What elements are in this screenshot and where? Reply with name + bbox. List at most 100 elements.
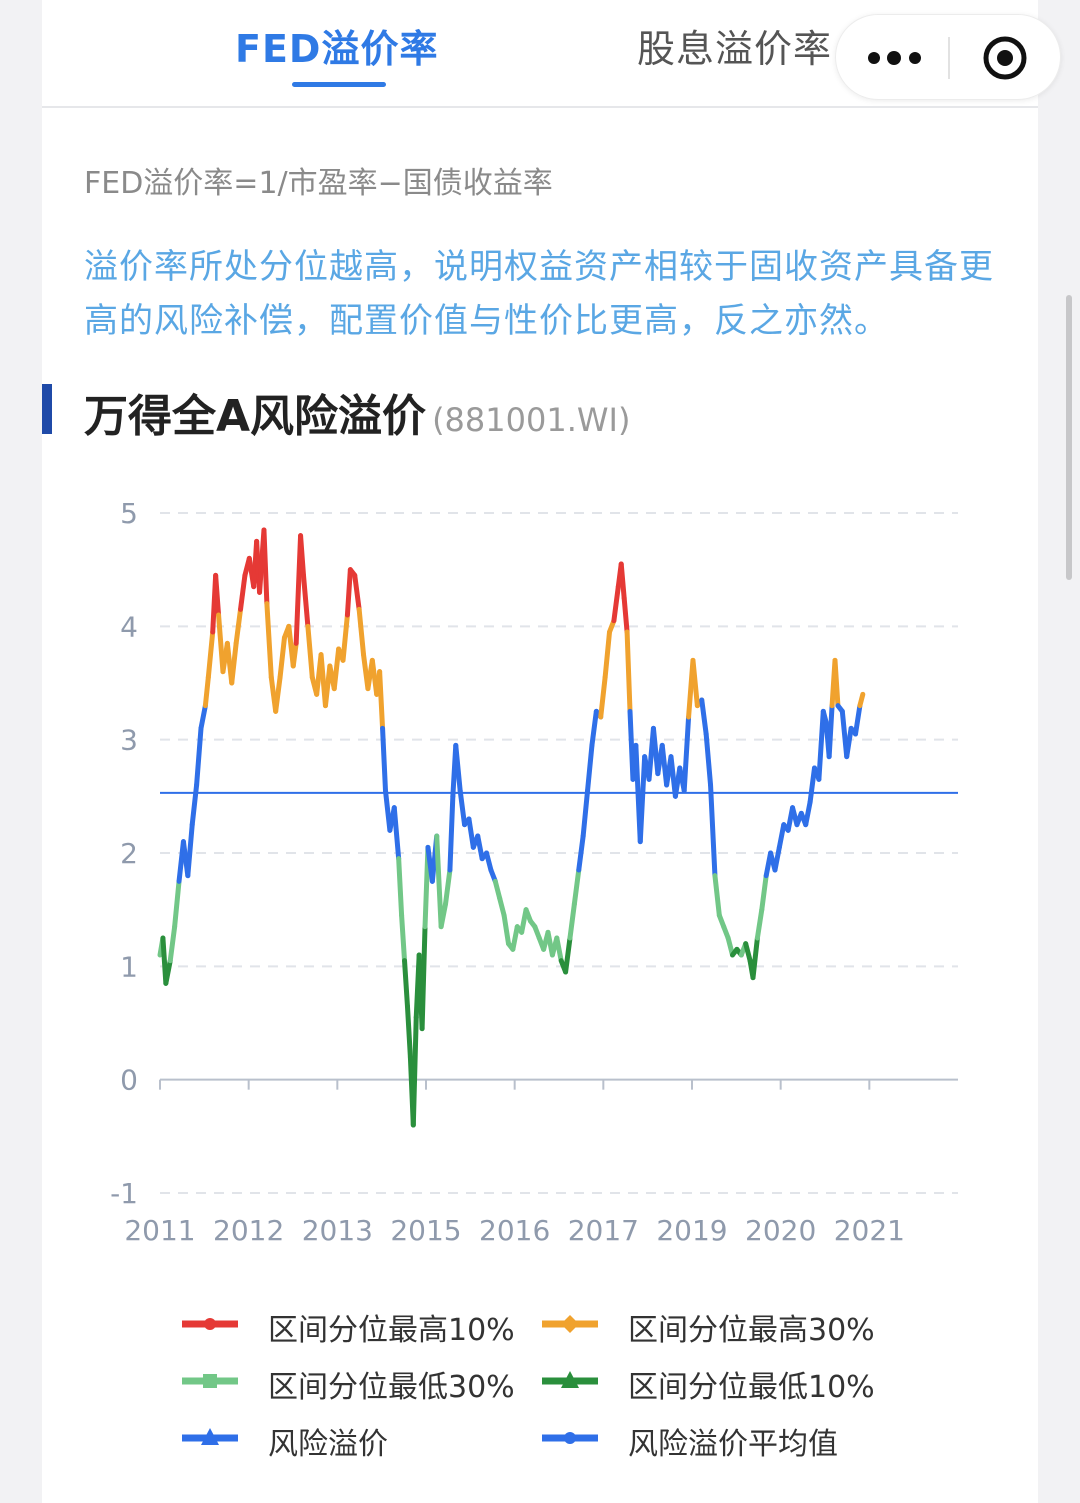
series-segment xyxy=(589,708,599,748)
y-tick-label: 5 xyxy=(120,497,138,530)
scrollbar[interactable] xyxy=(1066,295,1072,580)
series-segment xyxy=(205,629,216,680)
series-segment xyxy=(300,572,311,629)
series-segment xyxy=(344,567,353,618)
series-segment xyxy=(853,703,863,737)
formula-text: FED溢价率=1/市盈率−国债收益率 xyxy=(84,166,553,201)
legend-marker-circle-icon xyxy=(182,1318,238,1330)
series-segment xyxy=(690,657,700,709)
series-segment xyxy=(443,867,453,907)
series-segment xyxy=(356,606,367,658)
legend-marker-triangle-icon xyxy=(182,1428,238,1445)
series-segment xyxy=(844,725,854,760)
y-tick-label: 3 xyxy=(120,724,138,757)
series-segment xyxy=(391,805,402,862)
series-segment xyxy=(754,907,765,941)
series-segment xyxy=(447,793,456,873)
legend-label: 风险溢价 xyxy=(268,1427,388,1462)
series-segment xyxy=(331,646,342,692)
capsule-divider xyxy=(948,37,950,79)
miniprogram-capsule xyxy=(835,14,1061,100)
series-segment xyxy=(743,941,753,964)
series-segment xyxy=(497,895,507,918)
series-segment xyxy=(233,606,244,646)
y-tick-label: 1 xyxy=(120,950,138,983)
series-segment xyxy=(602,629,613,680)
series-segment xyxy=(857,691,866,709)
series-segment xyxy=(807,765,818,805)
chart-svg: 5 4 3 2 1 0 -1 2011 2012 2013 2015 2016 2017 2019 2020… xyxy=(110,497,958,1247)
series-segment xyxy=(261,527,270,607)
legend-label: 区间分位最高10% xyxy=(268,1313,515,1348)
series-segment xyxy=(563,935,573,975)
x-tick-label: 2016 xyxy=(479,1214,550,1247)
series-segment xyxy=(340,612,350,663)
series-segment xyxy=(453,742,463,794)
y-tick-label: 2 xyxy=(120,837,138,870)
legend-marker-triangle-icon xyxy=(542,1371,598,1388)
risk-premium-chart: 5 4 3 2 1 0 -1 2011 2012 2013 2015 2016 2017 2019 2020… xyxy=(42,470,1038,1270)
active-tab-indicator xyxy=(292,82,386,87)
series-segment xyxy=(816,708,826,782)
x-tick-label: 2015 xyxy=(390,1214,461,1247)
series-segment xyxy=(571,867,582,907)
legend-label: 区间分位最低30% xyxy=(268,1370,515,1405)
legend-marker-square-icon xyxy=(182,1374,238,1388)
x-tick-label: 2019 xyxy=(656,1214,727,1247)
series-segment xyxy=(419,924,428,1032)
series-segment xyxy=(776,822,787,850)
series-segment xyxy=(637,754,648,845)
series-segment xyxy=(434,833,444,930)
series-segment xyxy=(172,878,182,930)
series-segment xyxy=(759,873,769,913)
x-tick-label: 2021 xyxy=(834,1214,905,1247)
legend-marker-diamond-icon xyxy=(542,1315,598,1333)
series-segment xyxy=(438,901,449,930)
description-text: 溢价率所处分位越高，说明权益资产相较于固收资产具备更高的风险补偿，配置价值与性价… xyxy=(84,247,994,341)
more-dots-icon[interactable] xyxy=(864,41,934,75)
close-target-icon[interactable] xyxy=(982,35,1028,81)
series-segment xyxy=(277,635,287,680)
series-segment xyxy=(404,1003,413,1060)
y-tick-label: 4 xyxy=(120,610,138,643)
series-segment xyxy=(484,850,494,873)
series-segment xyxy=(826,703,835,760)
tab-fed-premium[interactable]: FED溢价率 xyxy=(235,27,439,71)
series-segment xyxy=(598,674,608,720)
series-segment xyxy=(198,703,208,731)
series-segment xyxy=(380,725,388,794)
series-segment xyxy=(803,799,813,828)
page-content: FED溢价率 股息溢价率 FED溢价率=1/市盈率−国债收益率 溢价率所处分位越… xyxy=(42,0,1038,1503)
series-segment xyxy=(708,782,718,879)
series-segment xyxy=(621,595,630,635)
series-segment xyxy=(576,833,586,873)
series-segment xyxy=(410,1014,419,1128)
series-segment xyxy=(213,572,222,618)
series-segment xyxy=(585,742,595,794)
y-tick-label: -1 xyxy=(110,1177,138,1210)
series-segment xyxy=(229,640,239,686)
chart-legend: 区间分位最高10% 区间分位最高30% 区间分位最低30% 区间分位最低10% xyxy=(180,1305,940,1475)
series-segment xyxy=(298,533,306,578)
series-segment xyxy=(273,674,283,714)
series-segment xyxy=(264,601,274,680)
section-accent-bar xyxy=(42,384,52,434)
legend-label: 区间分位最低10% xyxy=(628,1370,875,1405)
section-title-code: (881001.WI) xyxy=(432,401,631,439)
x-tick-label: 2020 xyxy=(745,1214,816,1247)
series-segment xyxy=(618,561,627,601)
series-segment xyxy=(567,901,577,941)
legend-label: 风险溢价平均值 xyxy=(628,1427,838,1462)
series-segment xyxy=(238,572,248,612)
x-tick-label: 2017 xyxy=(568,1214,639,1247)
series-segment xyxy=(377,669,386,731)
series-segment xyxy=(194,725,204,788)
series-segment xyxy=(699,697,709,737)
series-segment xyxy=(163,958,173,986)
series-segment xyxy=(772,844,782,873)
series-segment xyxy=(750,935,760,981)
tab-dividend-premium[interactable]: 股息溢价率 xyxy=(637,27,833,71)
series-segment xyxy=(202,674,211,709)
series-segment xyxy=(189,782,200,828)
series-segment xyxy=(554,935,564,964)
